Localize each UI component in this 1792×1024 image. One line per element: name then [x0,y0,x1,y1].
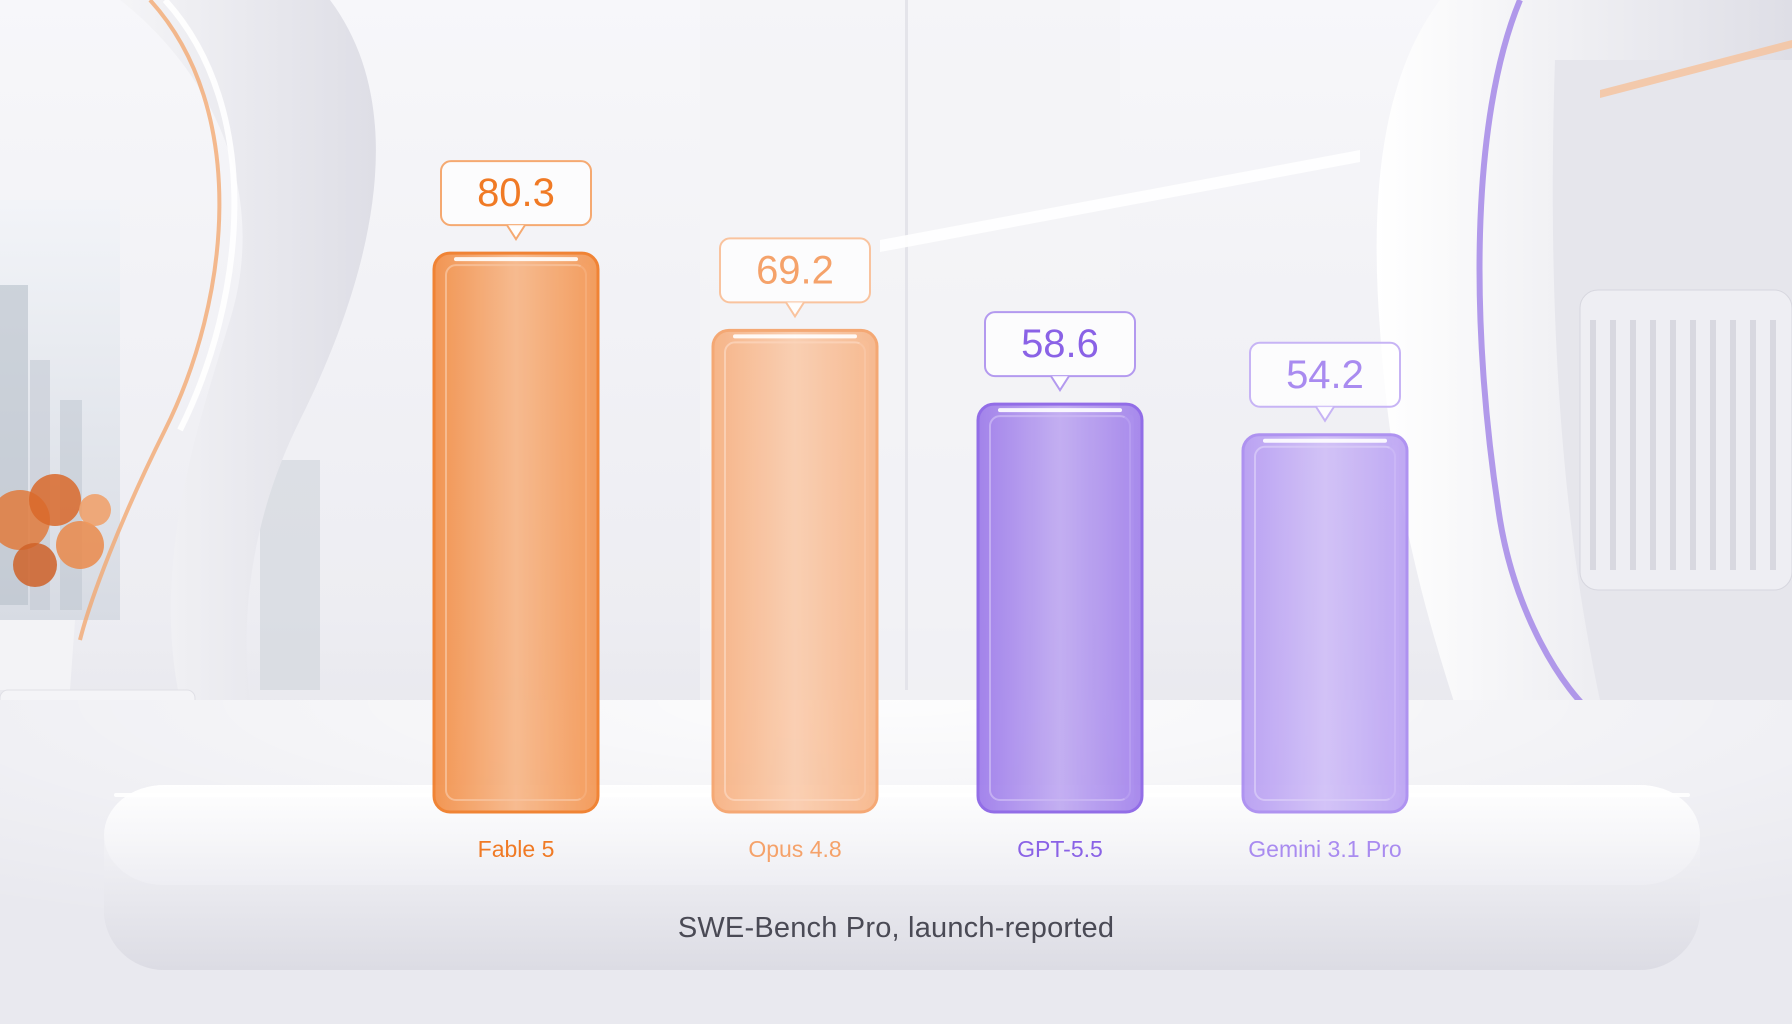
bar-side [859,340,869,802]
bar-highlight [454,257,578,262]
left-arch [0,0,376,700]
bar [1241,433,1409,814]
value-callout-pointer [506,224,526,241]
ceiling-light-beam [880,150,1360,252]
bar-group: 69.2 Opus 4.8 [711,237,879,862]
plant-decoration [0,474,111,690]
bar-group: 58.6 GPT-5.5 [976,311,1144,862]
bar-side [1124,414,1134,802]
category-label: Gemini 3.1 Pro [1248,836,1401,862]
value-label: 80.3 [477,171,555,215]
value-callout [719,237,871,304]
bar-highlight [733,334,857,339]
chart-caption: SWE-Bench Pro, launch-reported [677,912,1115,944]
value-callout-pointer [785,301,805,319]
bar [711,328,879,814]
category-label: Opus 4.8 [748,836,841,862]
bar-group: 54.2 Gemini 3.1 Pro [1241,341,1409,862]
value-label: 58.6 [1021,322,1099,366]
bars-layer: 80.3 Fable 5 69.2 Opus 4.8 58.6 GPT-5.5 54.2 Ge… [432,160,1409,862]
bar [976,402,1144,814]
value-label: 69.2 [756,248,834,292]
bar-highlight [998,408,1122,413]
bar-highlight [1263,438,1387,443]
bar-side [580,263,590,802]
back-wall-seam [905,0,908,690]
bar-side [1389,444,1399,802]
category-label: GPT-5.5 [1017,836,1103,862]
right-arch [1376,0,1792,723]
value-callout-pointer [1315,406,1335,423]
category-label: Fable 5 [478,836,555,862]
value-label: 54.2 [1286,353,1364,397]
bar [432,251,600,814]
bar-group: 80.3 Fable 5 [432,160,600,862]
value-callout-pointer [1050,375,1070,392]
